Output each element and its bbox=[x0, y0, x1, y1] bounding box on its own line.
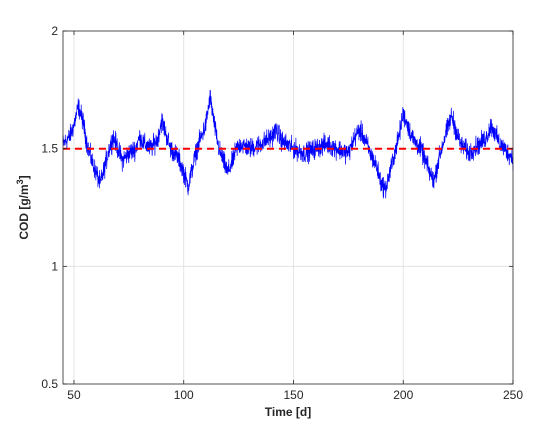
y-axis-label-suffix: ] bbox=[17, 175, 31, 179]
series-line-0 bbox=[62, 89, 514, 199]
y-tick-label-3: 2 bbox=[51, 24, 58, 38]
x-tick-label-0: 50 bbox=[67, 388, 81, 402]
plot-area-frame bbox=[62, 30, 514, 385]
x-tick-label-2: 150 bbox=[283, 388, 303, 402]
axis-ticks: 50 100 150 200 250 0.5 1 1.5 2 bbox=[41, 24, 523, 402]
x-tick-label-3: 200 bbox=[393, 388, 413, 402]
plot-area-background bbox=[63, 31, 513, 384]
y-axis-label: COD [g/m3] bbox=[15, 175, 31, 239]
x-tick-label-1: 100 bbox=[174, 388, 194, 402]
y-tick-label-2: 1.5 bbox=[41, 142, 58, 156]
y-axis-label-superscript: 3 bbox=[15, 179, 25, 184]
y-axis-label-main: COD [g/m bbox=[17, 184, 31, 239]
series-layer bbox=[62, 89, 514, 199]
x-axis-label: Time [d] bbox=[265, 405, 311, 419]
x-tick-label-4: 250 bbox=[503, 388, 523, 402]
y-tick-label-1: 1 bbox=[51, 259, 58, 273]
y-tick-label-0: 0.5 bbox=[41, 377, 58, 391]
